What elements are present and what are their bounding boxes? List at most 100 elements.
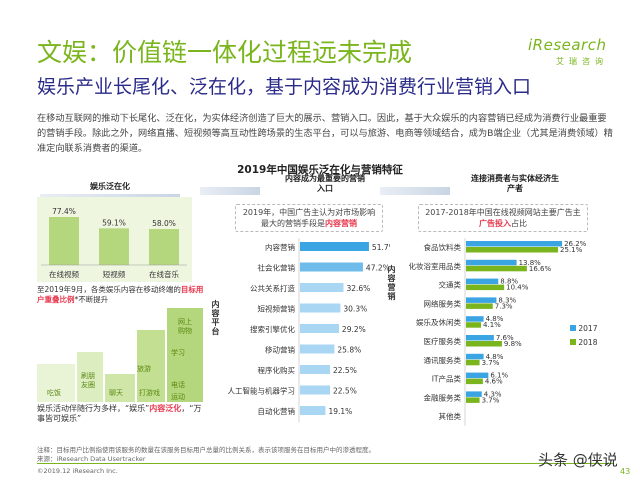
right-bar-value-2018-2: 10.4% [506,284,529,292]
tile-green-4 [137,330,165,402]
right-bar-value-2017-5: 7.6% [496,334,514,342]
right-bar-label-7: IT产品类 [432,374,462,384]
left-caption-post: *不断提升 [74,295,109,304]
right-bar-2017-0 [466,241,563,247]
right-bar-2018-2 [466,284,505,291]
legend-item-2017: 2017 [570,322,597,336]
logo-main-text: iResearch [528,36,607,54]
left-bar-value-0: 77.4% [52,207,76,216]
right-bar-value-2017-8: 4.3% [484,390,502,398]
tile-green-3 [105,374,135,402]
left-caption: 至2019年9月，各类娱乐内容在移动终端的目标用户重叠比例*不断提升 [37,285,207,305]
page-number: 43 [620,467,631,476]
left-caption-highlight: 目标用户重叠比例 [37,285,204,304]
middle-bar-8 [300,406,326,415]
middle-bar-value-4: 29.2% [342,325,366,334]
activity-caption: 娱乐活动伴随行为多样，“娱乐”内容泛化，“万事皆可娱乐” [37,404,202,424]
intro-paragraph: 在移动互联网的推动下长尾化、泛在化，为实体经济创造了巨大的展示、营销入口。因此，… [37,113,613,154]
middle-bar-4 [300,324,339,333]
middle-bar-label-6: 程序化购买 [258,365,296,375]
right-bar-value-2018-1: 16.6% [529,265,552,273]
middle-bar-label-8: 自动化营销 [258,406,296,416]
legend-item-2018: 2018 [570,336,597,350]
left-bar-chart: 77.4% 在线视频 59.1% 短视频 58.0% 在线音乐 [41,207,187,279]
middle-note-highlight: 内容营销 [325,219,357,228]
right-bar-2018-7 [466,378,483,385]
right-bar-2017-1 [466,259,517,266]
middle-bar-chart: 内容营销 51.7% 社会化营销 47.2% 公共关系打造 32.6% 短视频营销 30.3%… [228,238,390,423]
right-bar-value-2018-4: 4.1% [483,321,501,329]
activity-tag-moments: 刷朋友圈 [81,372,95,389]
right-bar-label-8: 金融服务类 [424,392,462,402]
right-bar-value-2018-7: 4.6% [485,378,503,386]
stage-label-1: 娱乐泛在化 [90,182,130,191]
right-note-pre: 2017-2018年中国在线视频网站主要广告主 [425,208,581,217]
right-bar-2017-6 [466,353,484,360]
right-bar-value-2017-3: 8.3% [498,296,516,304]
page-subtitle: 娱乐产业长尾化、泛在化，基于内容成为消费行业营销入口 [37,76,532,98]
tag-shop-1: 网上 [178,318,192,326]
middle-bar-value-3: 30.3% [343,305,367,314]
activity-tiles: 网上 购物 吃饭 聊天 旅游 打游戏 电话 运动 学习 刷朋友圈 [37,308,207,404]
right-bar-2018-3 [466,303,493,309]
right-bar-2018-5 [466,341,502,347]
middle-bar-label-2: 公共关系打造 [250,283,295,293]
right-bar-value-2017-7: 6.1% [490,372,508,380]
stage-arrow-middle [200,187,260,195]
left-bar-label-0: 在线视频 [49,269,79,279]
right-bar-label-4: 娱乐及休闲类 [416,317,461,327]
right-bar-value-2017-1: 13.8% [519,259,542,267]
right-note-highlight: 广告投入 [479,219,511,228]
legend-label-2017: 2017 [578,324,598,333]
middle-bar-label-0: 内容营销 [265,242,295,252]
middle-bar-value-2: 32.6% [346,284,370,293]
legend-label-2018: 2018 [578,338,598,347]
left-bar-label-2: 在线音乐 [149,269,179,279]
right-chart-note: 2017-2018年中国在线视频网站主要广告主广告投入占比 [418,204,588,232]
middle-bar-value-8: 19.1% [328,407,352,416]
left-bar-0 [49,217,79,265]
middle-bar-label-1: 社会化营销 [258,263,296,273]
middle-chart-note: 2019年，中国广告主认为对市场影响最大的营销手段是内容营销 [235,204,383,232]
right-bar-2018-1 [466,265,527,272]
stage-arrow-right [380,187,450,195]
left-bar-value-2: 58.0% [152,219,176,228]
legend: 2017 2018 [570,322,597,350]
tile-green-5 [167,308,203,402]
middle-bar-0 [300,242,369,251]
stage-label-3: 连接消费者与实体经济生产者 [471,174,559,193]
left-bar-value-1: 59.1% [102,218,126,227]
stage-label-2: 内容成为最重要的营销入口 [285,174,365,193]
activity-tag-travel: 旅游 [137,365,151,373]
activity-tag-shopping: 网上 购物 [167,318,203,336]
activity-caption-pre: 娱乐活动伴随行为多样，“娱乐” [37,404,150,413]
footer-source: 来源：iResearch Data Usertracker [37,455,146,463]
chart-title: 2019年中国娱乐泛在化与营销特征 [237,164,403,176]
logo-sub-text: 艾瑞咨询 [556,57,608,66]
right-bar-chart: 食品饮料类 26.2%25.1% 化妆浴室用品类 13.8%16.6% 交通类 8.8%1… [409,238,587,426]
right-bar-value-2018-8: 3.7% [482,396,500,404]
right-bar-value-2017-4: 4.8% [486,315,504,323]
middle-bar-value-0: 51.7% [372,243,390,252]
legend-swatch-2017 [570,325,576,331]
middle-bar-label-3: 短视频营销 [258,304,296,314]
activity-tag-phone: 电话 [171,381,185,389]
right-bar-value-2018-3: 7.3% [495,302,513,310]
footer-copyright: ©2019.12 iResearch Inc. [37,467,118,475]
right-bar-label-2: 交通类 [439,280,462,290]
right-bar-label-1: 化妆浴室用品类 [409,261,462,271]
activity-caption-post: ，“万事皆可娱乐” [37,404,202,423]
right-bar-2018-0 [466,247,559,253]
middle-bar-6 [300,365,330,374]
right-bar-value-2017-6: 4.8% [486,353,504,361]
middle-bar-7 [300,385,330,395]
left-caption-pre: 至2019年9月，各类娱乐内容在移动终端的 [37,285,181,294]
middle-bar-5 [300,344,335,354]
middle-bar-1 [300,262,363,272]
middle-bar-value-1: 47.2% [366,264,390,273]
right-bar-label-3: 网络服务类 [424,298,462,308]
footer-divider [37,463,613,464]
middle-bar-label-7: 人工智能与机器学习 [228,386,296,396]
right-bar-label-9: 其他类 [439,411,462,421]
right-bar-label-5: 医疗服务类 [424,336,462,346]
